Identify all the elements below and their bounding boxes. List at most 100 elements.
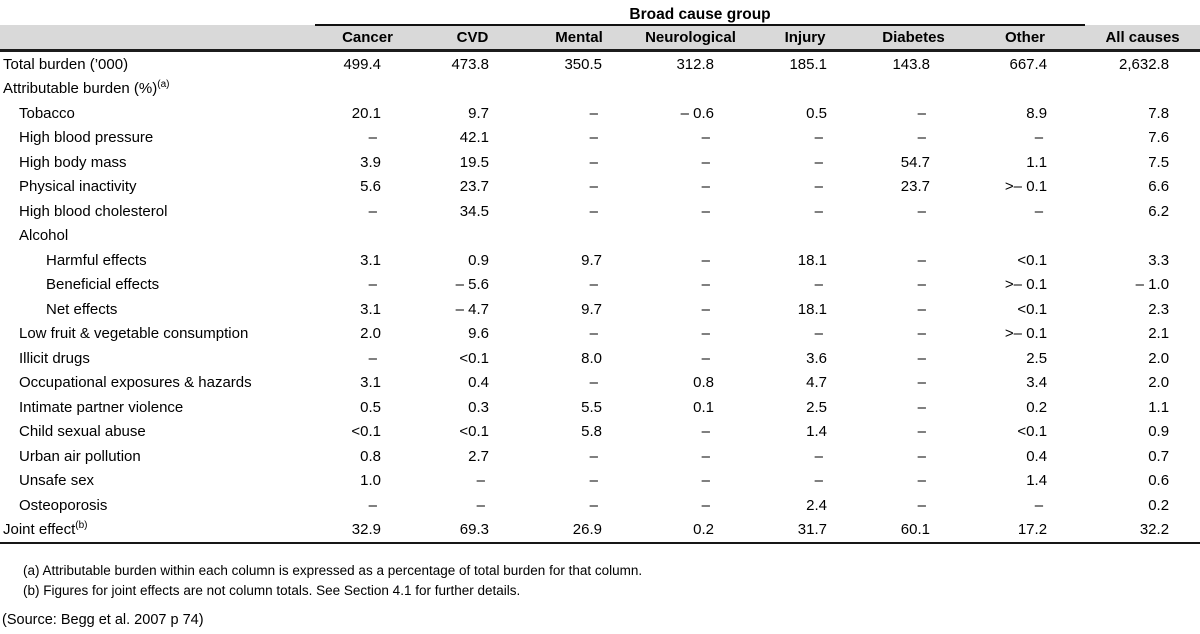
cell-value: 9.6 [468, 325, 489, 343]
table-cell: 3.4 [965, 371, 1085, 396]
cell-value: <0.1 [1017, 423, 1048, 441]
cell-value: 3.1 [360, 300, 381, 318]
cell-value: – [589, 129, 598, 147]
table-cell: – [633, 297, 748, 322]
cell-value: 60.1 [900, 521, 930, 539]
row-label: Unsafe sex [0, 469, 315, 494]
table-cell: 3.1 [315, 371, 420, 396]
table-cell: – [633, 444, 748, 469]
row-label-text: Low fruit & vegetable consumption [19, 325, 249, 343]
cell-value: 0.3 [468, 398, 489, 416]
table-cell: – [525, 371, 633, 396]
cell-value: <0.1 [1017, 251, 1048, 269]
table-cell [525, 224, 633, 249]
table-cell: 6.2 [1085, 199, 1200, 224]
cell-value: 54.7 [900, 153, 930, 171]
table-cell: 312.8 [633, 51, 748, 77]
row-label: Beneficial effects [0, 273, 315, 298]
table-cell: 8.0 [525, 346, 633, 371]
table-cell [862, 77, 965, 102]
cell-value: 2.5 [806, 398, 827, 416]
row-label: High blood cholesterol [0, 199, 315, 224]
column-header-other: Other [965, 25, 1086, 52]
cell-value: 2.3 [1148, 300, 1170, 318]
cell-value: – [814, 202, 823, 220]
cell-value: 6.2 [1148, 202, 1170, 220]
cell-value: 23.7 [900, 178, 930, 196]
table-cell: 7.5 [1085, 150, 1200, 175]
footnote-marker: (b) [75, 520, 88, 532]
table-cell: – [525, 444, 633, 469]
cell-value: – [589, 153, 598, 171]
cell-value: – [917, 496, 926, 514]
table-cell: – [862, 322, 965, 347]
table-cell: – [420, 469, 525, 494]
table-cell: 0.2 [1085, 493, 1200, 518]
table-cell: – [862, 199, 965, 224]
table-cell [633, 77, 748, 102]
cell-value: 2.7 [468, 447, 489, 465]
table-cell: 8.9 [965, 101, 1085, 126]
cell-value: – [917, 276, 926, 294]
row-label-text: Attributable burden (%) [3, 80, 158, 98]
table-cell: – [748, 175, 862, 200]
cell-value: 2.5 [1026, 349, 1048, 367]
table-cell: – [633, 248, 748, 273]
cell-value: – [701, 447, 710, 465]
table-cell: – [315, 199, 420, 224]
cell-value: – [589, 374, 598, 392]
table-cell: >– 0.1 [965, 322, 1085, 347]
table-cell: – [633, 199, 748, 224]
table-row: Intimate partner violence 0.5 0.3 5.5 0.1 2.5… [0, 395, 1200, 420]
table-row: Urban air pollution 0.8 2.7 – – – – 0.4 0.7 [0, 444, 1200, 469]
table-cell: 9.7 [420, 101, 525, 126]
cell-value: 9.7 [468, 104, 489, 122]
footnote-a: (a) Attributable burden within each colu… [23, 563, 643, 578]
cell-value: <0.1 [459, 423, 489, 441]
cell-value: 2.4 [806, 496, 827, 514]
table-cell: 1.4 [965, 469, 1085, 494]
table-cell: 1.4 [748, 420, 862, 445]
cell-value: 2.0 [1148, 349, 1170, 367]
cell-value: >– 0.1 [1004, 178, 1048, 196]
table-cell: >– 0.1 [965, 175, 1085, 200]
table-cell: 0.2 [965, 395, 1085, 420]
row-label-text: Physical inactivity [19, 178, 137, 196]
table-cell [1085, 77, 1200, 102]
cell-value: – [1034, 202, 1044, 220]
table-cell: – [633, 175, 748, 200]
cell-value: 0.9 [468, 251, 489, 269]
row-label: Total burden (’000) [0, 51, 315, 77]
cell-value: – [589, 202, 598, 220]
table-cell: 0.9 [420, 248, 525, 273]
row-label-text: Total burden (’000) [3, 55, 129, 73]
table-cell: 32.2 [1085, 517, 1200, 544]
cell-value: – [589, 447, 598, 465]
table-cell: 0.4 [420, 371, 525, 396]
table-cell: – [315, 493, 420, 518]
spanner-row: Broad cause group [0, 0, 1200, 26]
cell-value: 0.4 [468, 374, 489, 392]
table-cell: – 0.6 [633, 101, 748, 126]
cell-value: – [701, 276, 710, 294]
table-cell: 5.6 [315, 175, 420, 200]
cell-value: 2.0 [360, 325, 381, 343]
cell-value: 69.3 [459, 521, 489, 539]
table-cell: 350.5 [525, 51, 633, 77]
table-cell: 31.7 [748, 517, 862, 544]
table-cell: – [862, 444, 965, 469]
row-label: Intimate partner violence [0, 395, 315, 420]
spanner-spacer-left [0, 0, 315, 25]
cell-value: – [368, 202, 377, 220]
table-cell: 9.6 [420, 322, 525, 347]
table-cell: 2.5 [965, 346, 1085, 371]
row-label-text: Illicit drugs [19, 349, 90, 367]
table-cell: 0.8 [633, 371, 748, 396]
table-cell: – [633, 420, 748, 445]
cell-value: 2,632.8 [1119, 55, 1170, 73]
cell-value: – 1.0 [1135, 276, 1170, 294]
cell-value: <0.1 [351, 423, 381, 441]
footnotes: (a) Attributable burden within each colu… [23, 561, 1200, 601]
footnote-marker: (a) [157, 79, 170, 91]
